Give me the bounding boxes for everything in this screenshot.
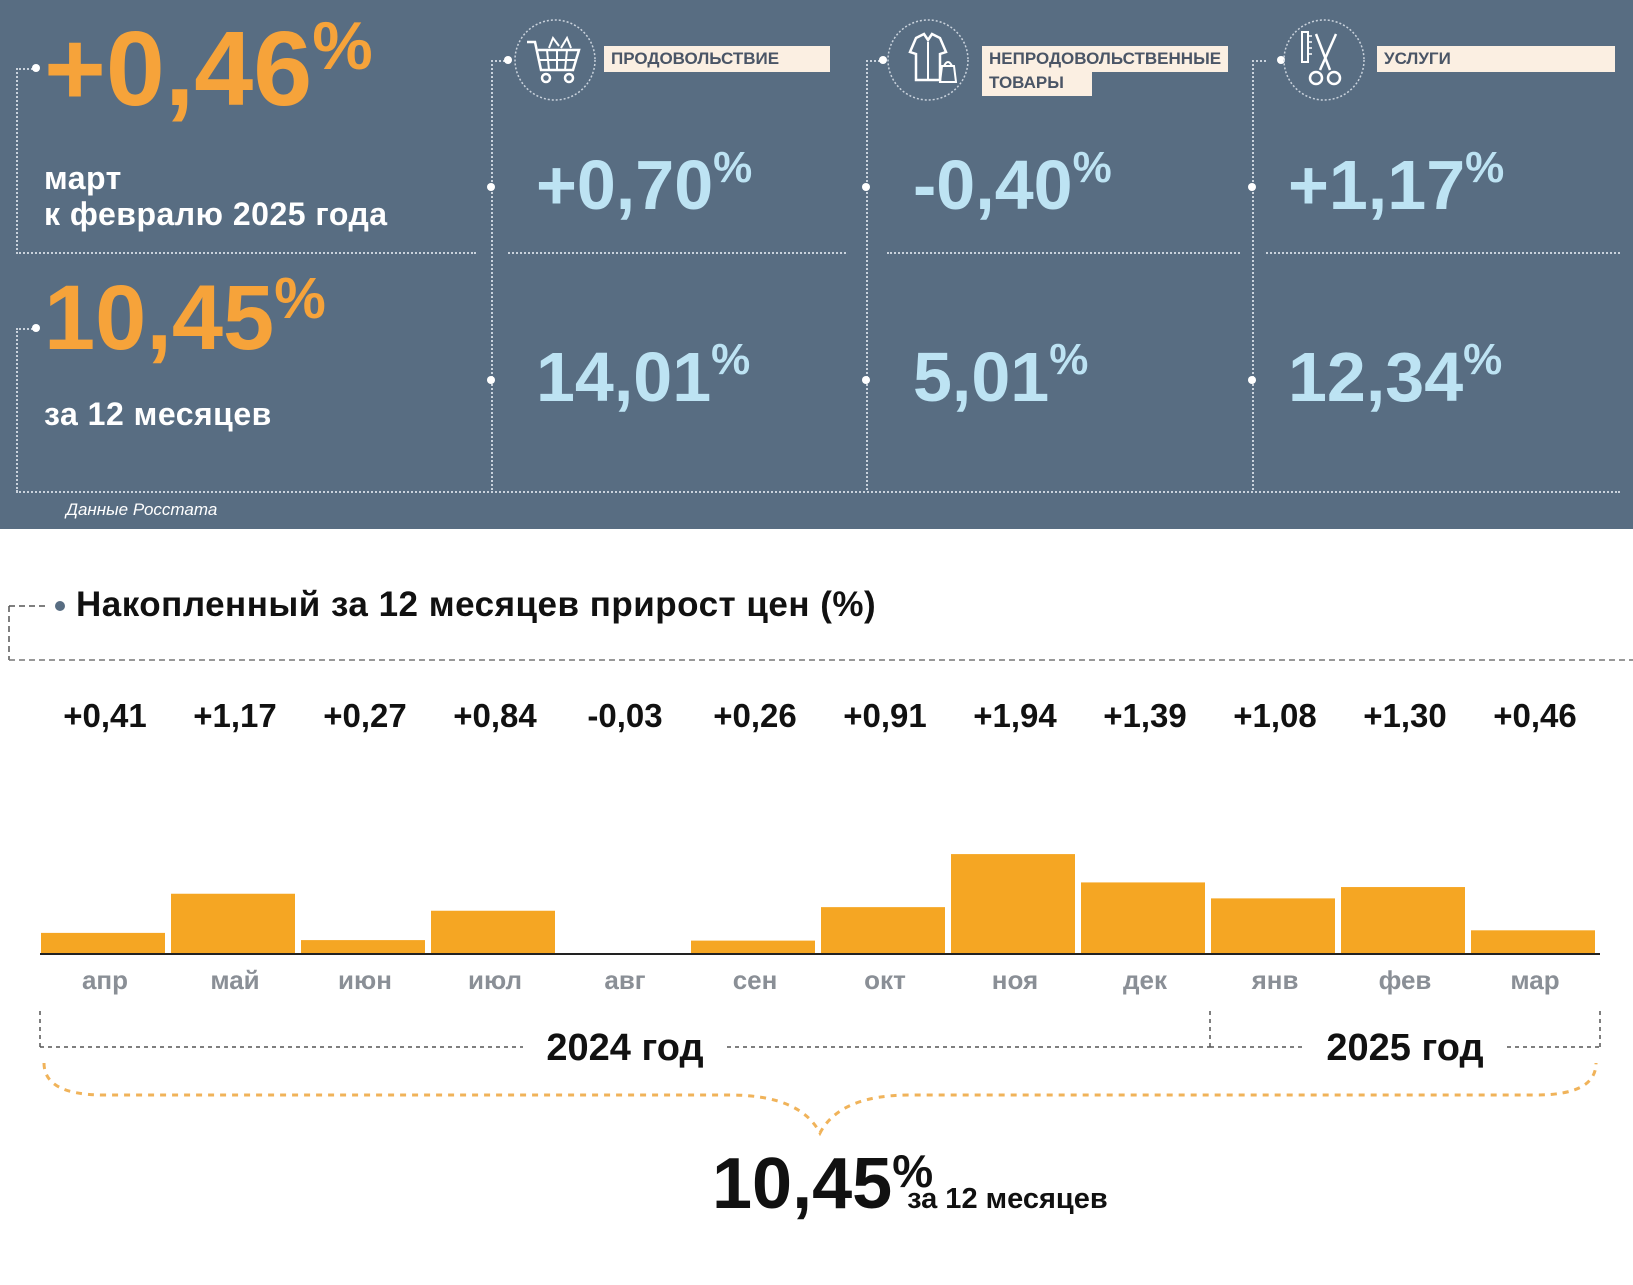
- bar-апр: [41, 932, 165, 954]
- category-annual-value: 12,34%: [1288, 335, 1503, 416]
- value-label-апр: +0,41: [63, 697, 147, 734]
- connector-dot: [487, 183, 495, 191]
- connector-dot: [879, 56, 887, 64]
- divider: [866, 60, 868, 490]
- total-caption: за 12 месяцев: [907, 1183, 1108, 1215]
- bar-мар: [1471, 930, 1595, 954]
- category-label: ПРОДОВОЛЬСТВИЕ: [604, 46, 830, 72]
- divider: [1266, 252, 1620, 254]
- bar-янв: [1211, 898, 1335, 954]
- connector-dot: [487, 376, 495, 384]
- month-label-апр: апр: [82, 965, 128, 995]
- month-label-сен: сен: [733, 965, 778, 995]
- category-label: НЕПРОДОВОЛЬСТВЕННЫЕ: [982, 46, 1229, 72]
- title-dot: [55, 601, 65, 611]
- divider: [491, 60, 493, 490]
- annual-caption: за 12 месяцев: [44, 396, 272, 432]
- chart-title: Накопленный за 12 месяцев прирост цен (%…: [76, 585, 877, 624]
- year-label: 2024 год: [546, 1027, 703, 1069]
- connector-dot: [862, 183, 870, 191]
- summary-panel: +0,46% март к февралю 2025 года 10,45% з…: [0, 0, 1633, 529]
- divider: [866, 60, 880, 62]
- month-label-янв: янв: [1251, 965, 1299, 995]
- divider: [491, 60, 505, 62]
- divider: [508, 252, 846, 254]
- divider: [1252, 60, 1266, 62]
- connector-dot: [504, 56, 512, 64]
- month-label-фев: фев: [1379, 965, 1432, 995]
- month-label-июн: июн: [338, 965, 392, 995]
- monthly-value: +0,46%: [44, 8, 373, 128]
- year-label: 2025 год: [1326, 1027, 1483, 1069]
- value-label-май: +1,17: [193, 697, 277, 734]
- value-label-окт: +0,91: [843, 697, 927, 734]
- month-labels: апр май июн июл авг сен окт ноя дек янв фев мар: [82, 965, 1560, 995]
- value-label-июл: +0,84: [453, 697, 537, 734]
- shopping-cart-icon: [514, 19, 596, 101]
- divider: [16, 328, 36, 330]
- divider: [16, 252, 476, 254]
- bars: [41, 854, 1595, 954]
- value-label-фев: +1,30: [1363, 697, 1447, 734]
- month-label-дек: дек: [1123, 965, 1168, 995]
- monthly-caption: март к февралю 2025 года: [44, 160, 388, 232]
- month-label-ноя: ноя: [992, 965, 1038, 995]
- category-label: УСЛУГИ: [1377, 46, 1615, 72]
- clothing-icon: [887, 19, 969, 101]
- divider: [1252, 60, 1254, 490]
- divider: [887, 252, 1240, 254]
- annual-value: 10,45%: [44, 266, 326, 369]
- connector-dot: [32, 64, 40, 72]
- bar-сен: [691, 940, 815, 954]
- value-label-авг: -0,03: [587, 697, 662, 734]
- bar-окт: [821, 907, 945, 954]
- value-label-июн: +0,27: [323, 697, 407, 734]
- connector-dot: [862, 376, 870, 384]
- connector-dot: [1248, 376, 1256, 384]
- connector-dot: [32, 324, 40, 332]
- scissors-comb-icon: [1283, 19, 1365, 101]
- source-note: Данные Росстата: [66, 500, 218, 519]
- value-label-мар: +0,46: [1493, 697, 1577, 734]
- bar-дек: [1081, 882, 1205, 954]
- total-unit: %: [892, 1145, 934, 1197]
- bar-июл: [431, 910, 555, 954]
- month-label-июл: июл: [468, 965, 522, 995]
- year-brackets: 2024 год 2025 год: [39, 1011, 1601, 1069]
- connector-dot: [1277, 56, 1285, 64]
- category-monthly-value: -0,40%: [913, 143, 1112, 224]
- category-label: ТОВАРЫ: [982, 70, 1092, 96]
- month-label-авг: авг: [604, 965, 645, 995]
- category-monthly-value: +1,17%: [1288, 143, 1505, 224]
- divider: [16, 491, 1620, 493]
- bar-май: [171, 893, 295, 954]
- month-label-май: май: [210, 965, 259, 995]
- total-brace: [42, 1062, 1598, 1137]
- value-labels: +0,41 +1,17 +0,27 +0,84 -0,03 +0,26 +0,91 +1,94…: [63, 697, 1577, 734]
- value-label-дек: +1,39: [1103, 697, 1187, 734]
- category-annual-value: 5,01%: [913, 335, 1089, 416]
- value-label-сен: +0,26: [713, 697, 797, 734]
- month-label-окт: окт: [864, 965, 906, 995]
- value-label-янв: +1,08: [1233, 697, 1317, 734]
- monthly-inflation-chart: +0,41 +1,17 +0,27 +0,84 -0,03 +0,26 +0,91 +1,94…: [8, 601, 1633, 1137]
- divider: [16, 68, 36, 70]
- chart-total: 10,45%за 12 месяцев: [712, 1145, 1134, 1220]
- bar-июн: [301, 940, 425, 954]
- total-value: 10,45: [712, 1144, 893, 1224]
- bar-фев: [1341, 887, 1465, 954]
- bar-ноя: [951, 854, 1075, 954]
- value-label-ноя: +1,94: [973, 697, 1057, 734]
- category-annual-value: 14,01%: [536, 335, 751, 416]
- category-monthly-value: +0,70%: [536, 143, 753, 224]
- divider: [16, 328, 18, 492]
- month-label-мар: мар: [1510, 965, 1559, 995]
- divider: [16, 68, 18, 254]
- connector-dot: [1248, 183, 1256, 191]
